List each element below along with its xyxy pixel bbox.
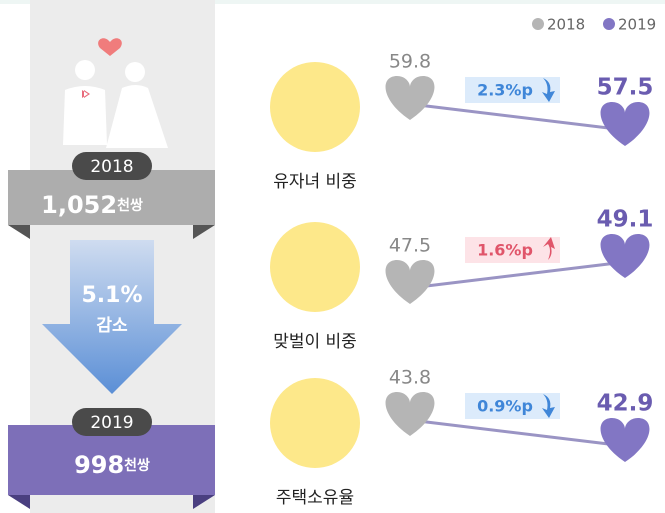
heart-2018 <box>385 76 435 120</box>
heart-2019 <box>600 102 650 146</box>
heart-2018 <box>385 260 435 304</box>
year-label: 2018 <box>90 157 133 177</box>
top-strip <box>0 0 665 4</box>
couple-icon <box>63 38 168 148</box>
box-fold <box>8 495 215 509</box>
count-unit: 천쌍 <box>124 458 150 474</box>
value-2018: 43.8 <box>389 367 431 389</box>
change-badge <box>465 393 560 419</box>
change-arrow <box>542 78 555 102</box>
heart-2019 <box>600 418 650 462</box>
value-2018: 59.8 <box>389 51 431 73</box>
change-label: 감소 <box>96 316 128 336</box>
row-label: 유자녀 비중 <box>273 172 357 192</box>
change-arrow <box>543 237 555 260</box>
change-badge <box>465 237 560 263</box>
heart-2019 <box>600 234 650 278</box>
row-label: 주택소유율 <box>276 488 354 508</box>
value-2018: 47.5 <box>389 235 431 257</box>
legend-label: 2019 <box>618 16 656 34</box>
slope-line <box>409 102 626 132</box>
year-label: 2019 <box>90 413 133 433</box>
count-value: 1,052 <box>41 191 117 219</box>
year-pill <box>72 152 152 180</box>
legend-label: 2018 <box>547 16 585 34</box>
slope-line <box>409 418 626 448</box>
row-label: 맞벌이 비중 <box>273 332 357 352</box>
legend-swatch <box>603 18 615 30</box>
slope-line <box>409 260 626 290</box>
year-pill <box>72 408 152 436</box>
legend-swatch <box>532 18 544 30</box>
count-unit: 천쌍 <box>117 198 143 214</box>
row-icon <box>270 62 360 152</box>
box-2019 <box>8 425 215 495</box>
value-2019: 49.1 <box>597 207 654 233</box>
heart-2018 <box>385 392 435 436</box>
count-before: 1,052천쌍 <box>41 191 143 219</box>
row-icon <box>270 222 360 312</box>
change-badge <box>465 77 560 103</box>
change-value: 0.9%p <box>477 397 533 416</box>
value-2019: 42.9 <box>597 391 654 417</box>
count-value: 998 <box>74 451 124 479</box>
box-fold <box>8 225 215 239</box>
count-after: 998천쌍 <box>74 451 150 479</box>
row-icon <box>270 378 360 468</box>
change-value: 1.6%p <box>477 241 533 260</box>
change-value: 5.1% <box>81 283 142 308</box>
change-value: 2.3%p <box>477 81 533 100</box>
decrease-arrow <box>42 240 182 394</box>
change-arrow <box>542 394 555 418</box>
value-2019: 57.5 <box>597 75 654 101</box>
